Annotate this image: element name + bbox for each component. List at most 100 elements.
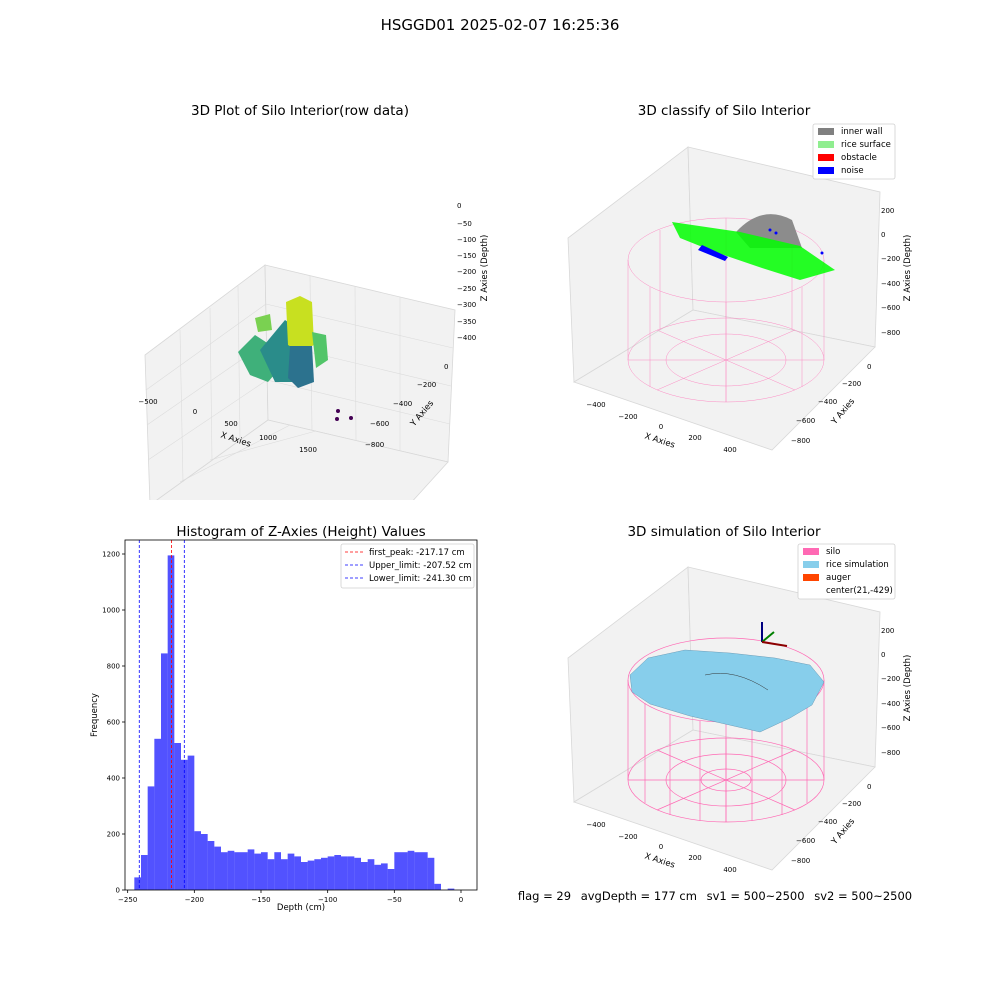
- histogram-bar: [241, 852, 248, 890]
- histogram-bar: [354, 857, 361, 890]
- raw-y-tick: −200: [417, 381, 436, 389]
- raw-plot-title: 3D Plot of Silo Interior(row data): [191, 103, 409, 119]
- classify-x-tick: −400: [586, 401, 605, 409]
- status-avg-depth: avgDepth = 177 cm: [580, 889, 697, 903]
- classify-silo-wireframe: [627, 217, 825, 403]
- histogram-bar: [374, 864, 381, 890]
- histogram-bar: [154, 738, 161, 890]
- histogram-y-tick-label: 0: [116, 887, 120, 895]
- histogram-bar: [414, 852, 421, 890]
- histogram-bar: [187, 755, 195, 890]
- raw-y-tick: −400: [393, 400, 412, 408]
- classify-y-tick: 0: [867, 363, 871, 371]
- histogram-bar: [387, 869, 395, 890]
- histogram-y-tick-label: 400: [107, 775, 120, 783]
- simulation-x-tick: −200: [618, 833, 637, 841]
- legend-swatch-silo: [803, 548, 819, 555]
- classify-x-tick: 200: [688, 434, 701, 442]
- histogram-bar: [434, 883, 441, 890]
- classify-y-tick: −200: [842, 380, 861, 388]
- simulation-x-tick: −400: [586, 821, 605, 829]
- histogram-x-tick-label: 0: [459, 896, 463, 904]
- figure-title: HSGGD01 2025-02-07 16:25:36: [380, 16, 620, 34]
- raw-x-tick: −500: [138, 398, 157, 406]
- classify-3d-plot: −400 −200 0 200 400 0 −200 −400 −600 −80…: [567, 123, 913, 454]
- simulation-x-label: X Axies: [643, 851, 676, 870]
- classify-z-tick: 200: [881, 207, 894, 215]
- histogram-x-tick-label: −100: [318, 896, 337, 904]
- status-sv2: sv2 = 500~2500: [814, 889, 913, 903]
- raw-point-cloud: [238, 296, 328, 388]
- simulation-plot-title: 3D simulation of Silo Interior: [627, 524, 821, 540]
- classify-x-tick: −200: [618, 413, 637, 421]
- classify-z-tick: −800: [881, 329, 900, 337]
- legend-label-silo: silo: [826, 547, 840, 557]
- raw-y-tick: −600: [370, 420, 389, 428]
- simulation-z-tick: −600: [881, 724, 900, 732]
- raw-y-tick: −800: [365, 441, 384, 449]
- histogram-y-tick-label: 600: [107, 719, 120, 727]
- raw-3d-plot: −500 0 500 1000 1500 0 −200 −400 −600 −8…: [138, 202, 490, 500]
- classify-y-tick: −400: [818, 398, 837, 406]
- histogram-bar: [294, 856, 301, 890]
- simulation-y-tick: −400: [818, 818, 837, 826]
- histogram-bar: [201, 834, 208, 890]
- histogram-bar: [381, 863, 388, 890]
- simulation-floor-pane: [573, 729, 876, 871]
- raw-z-tick: −200: [457, 268, 476, 276]
- histogram-legend: first_peak: -217.17 cm Upper_limit: -207…: [340, 543, 475, 589]
- histogram-bar: [314, 859, 321, 890]
- histogram-y-tick-label: 1200: [102, 551, 120, 559]
- histogram-bar: [347, 856, 355, 890]
- histogram-bar: [407, 850, 415, 890]
- histogram-x-label: Depth (cm): [277, 903, 325, 913]
- simulation-legend: silo rice simulation auger center(21,-42…: [797, 543, 896, 600]
- legend-label-rice-simulation: rice simulation: [826, 560, 889, 570]
- simulation-z-label: Z Axies (Depth): [903, 655, 913, 722]
- classify-plot-title: 3D classify of Silo Interior: [637, 103, 811, 119]
- legend-label-inner-wall: inner wall: [841, 127, 882, 137]
- histogram-bar: [307, 860, 315, 890]
- raw-z-tick: −400: [457, 334, 476, 342]
- classify-rice-surface: [672, 222, 835, 280]
- simulation-z-tick: −200: [881, 675, 900, 683]
- histogram-bar: [234, 852, 241, 890]
- histogram-bar: [214, 846, 221, 890]
- classify-x-tick: 400: [723, 446, 736, 454]
- raw-z-tick: −100: [457, 236, 476, 244]
- histogram-y-label: Frequency: [90, 693, 100, 737]
- legend-swatch-rice-simulation: [803, 561, 819, 568]
- legend-label-rice-surface: rice surface: [841, 140, 891, 150]
- simulation-y-tick: −200: [842, 800, 861, 808]
- classify-x-tick: 0: [659, 423, 663, 431]
- histogram-y-tick-label: 200: [107, 831, 120, 839]
- simulation-z-tick: −800: [881, 749, 900, 757]
- raw-y-tick: 0: [444, 363, 448, 371]
- simulation-x-tick: 0: [659, 843, 663, 851]
- histogram-title: Histogram of Z-Axies (Height) Values: [176, 524, 426, 540]
- histogram-bar: [181, 759, 188, 890]
- simulation-y-tick: −600: [796, 837, 815, 845]
- histogram-bar: [421, 852, 428, 890]
- histogram-bar: [261, 852, 268, 890]
- histogram-bar: [174, 743, 181, 890]
- histogram-y-tick-label: 1000: [102, 607, 120, 615]
- histogram-bar: [254, 853, 261, 890]
- histogram-bar: [161, 653, 168, 890]
- raw-z-label: Z Axies (Depth): [480, 235, 490, 302]
- legend-swatch-inner-wall: [818, 128, 834, 135]
- histogram-x-tick-label: −50: [387, 896, 402, 904]
- histogram-bar: [141, 855, 148, 890]
- raw-z-tick: −250: [457, 285, 476, 293]
- histogram-bar: [367, 859, 375, 890]
- classify-legend: inner wall rice surface obstacle noise: [812, 123, 896, 180]
- simulation-z-tick: −400: [881, 700, 900, 708]
- histogram-bar: [221, 852, 228, 890]
- classify-z-tick: −600: [881, 304, 900, 312]
- classify-x-label: X Axies: [643, 431, 676, 450]
- raw-z-tick: −350: [457, 318, 476, 326]
- classify-y-tick: −600: [796, 417, 815, 425]
- histogram-bar: [267, 859, 275, 890]
- status-flag: flag = 29: [517, 889, 572, 903]
- simulation-rice-surface: [629, 649, 825, 733]
